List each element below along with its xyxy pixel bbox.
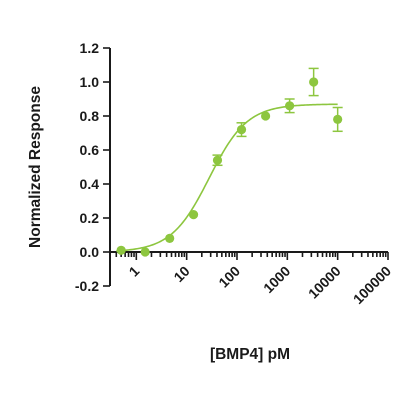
data-point: [212, 155, 223, 165]
data-points: [116, 77, 343, 257]
x-tick-label: 1000: [260, 263, 293, 296]
y-tick-label: 0.6: [80, 142, 100, 158]
x-tick-label: 10: [170, 263, 192, 285]
x-tick-label: 100000: [350, 263, 394, 307]
error-bars: [212, 67, 343, 167]
y-tick-label: 0.2: [80, 210, 100, 226]
data-point: [188, 210, 199, 220]
x-tick-label: 100: [215, 263, 243, 291]
y-tick-label: 0.0: [80, 244, 100, 260]
y-tick-label: 1.2: [80, 40, 100, 56]
y-axis-title: Normalized Response: [27, 86, 44, 248]
data-point: [140, 247, 150, 257]
y-axis-ticks: -0.2 0.0 0.2 0.4 0.6 0.8 1.0 1.2: [75, 40, 110, 294]
y-tick-label: 0.8: [80, 108, 100, 124]
data-point: [236, 125, 247, 135]
data-point: [260, 111, 271, 121]
y-tick-label: 1.0: [80, 74, 100, 90]
data-point: [165, 233, 175, 243]
x-axis-title: [BMP4] pM: [210, 346, 290, 363]
x-axis-ticks: 1 10 100 1000 10000 100000: [109, 252, 394, 307]
data-point: [309, 77, 319, 87]
data-point: [333, 114, 343, 124]
y-tick-label: 0.4: [80, 176, 100, 192]
y-tick-label: -0.2: [75, 278, 99, 294]
data-point: [285, 101, 295, 111]
x-tick-label: 10000: [305, 263, 344, 302]
x-tick-label: 1: [126, 263, 143, 280]
data-point: [116, 245, 126, 255]
fit-curve: [116, 103, 338, 252]
